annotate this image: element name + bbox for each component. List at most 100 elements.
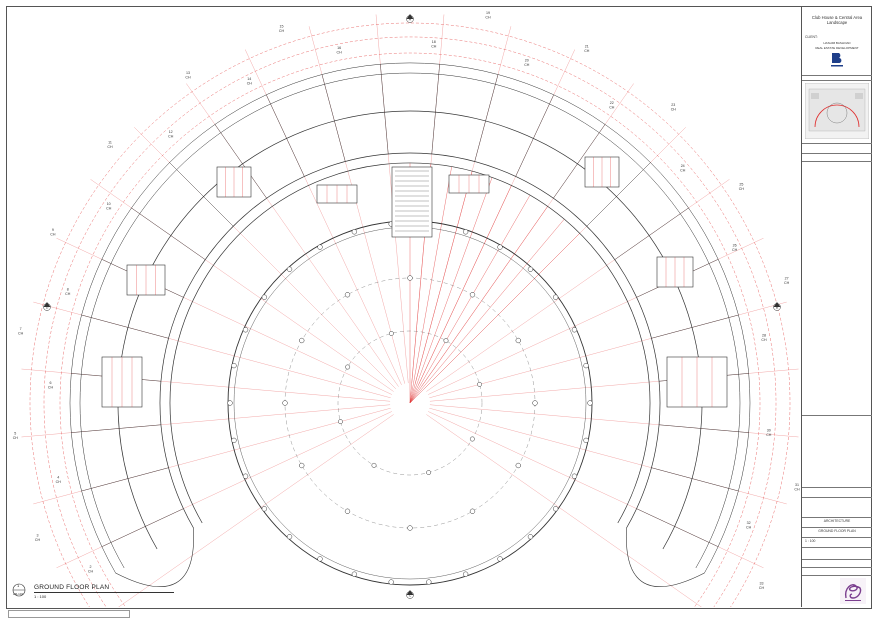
partition-wall (431, 64, 440, 154)
column-tag-sub: CH (746, 526, 752, 530)
column-tag-sub: CH (107, 145, 113, 149)
column (344, 292, 351, 298)
column-tag-sub: CH (18, 332, 24, 336)
column-tag-sub: CH (168, 135, 174, 139)
column-tag-sub: CH (106, 207, 112, 211)
column (469, 436, 475, 442)
drawing-caption: 1 AR-101 GROUND FLOOR PLAN 1 : 100 (10, 582, 174, 600)
column-tag-sub: CH (524, 63, 530, 67)
column-tag-number: 31 (795, 483, 799, 487)
column-tag-number: 21 (585, 45, 589, 49)
section-marker: C (406, 590, 414, 599)
drawing-number-bubble (12, 583, 26, 597)
column-tag-number: 24 (681, 164, 685, 168)
wing-end-right (626, 527, 705, 587)
client-company: REAL ESTATE DEVELOPMENT (815, 46, 859, 50)
column (469, 508, 476, 514)
discipline: ARCHITECTURE (823, 519, 851, 523)
column-tag-sub: CH (336, 51, 342, 55)
client-label: CLIENT: (805, 35, 818, 39)
partition-wall (266, 94, 305, 177)
column-tag-number: 9 (52, 228, 54, 232)
column (469, 292, 476, 298)
column-tag-number: 23 (671, 103, 675, 107)
column-tag: 5CH (13, 431, 19, 440)
courtyard-ring (337, 330, 483, 476)
column-tag-sub: CH (732, 248, 738, 252)
column-tag-sub: CH (739, 187, 745, 191)
dimension-line (409, 233, 580, 404)
partition-wall (659, 424, 749, 433)
column-tag-number: 12 (169, 130, 173, 134)
partition-wall (586, 162, 651, 227)
plan-geometry (21, 14, 799, 607)
dimension-line (409, 195, 531, 404)
column-tag: 8CH (65, 288, 71, 297)
grid-line (426, 414, 702, 607)
column-tag-number: 2 (90, 565, 92, 569)
section-marker-label: D (46, 305, 49, 309)
column-tag-number: 22 (610, 101, 614, 105)
section-marker-arrow (43, 302, 51, 307)
column-tag-sub: CH (794, 488, 800, 492)
column-tag-sub: CH (609, 105, 615, 109)
column-tag-number: 5 (14, 431, 16, 435)
column (286, 534, 293, 540)
column (426, 470, 432, 475)
section-marker: D (43, 302, 51, 311)
sheet-scale: 1 : 100 (805, 539, 816, 543)
section-marker: B (773, 302, 781, 311)
column (515, 337, 521, 344)
column (515, 462, 521, 469)
title-block: Club House & Central Area Landscape CLIE… (801, 7, 872, 607)
column-tag-sub: CH (680, 169, 686, 173)
column-tags: 2CH3CH4CH5CH6CH7CH8CH9CH10CH11CH12CH13CH… (13, 11, 800, 599)
dimension-line (409, 177, 493, 404)
drawing-title: GROUND FLOOR PLAN (34, 584, 110, 591)
column-tag-number: 27 (785, 276, 789, 280)
column-tag-number: 3 (37, 534, 39, 538)
column (338, 419, 343, 425)
column (344, 508, 351, 514)
column (282, 400, 288, 406)
column-tag-sub: CH (48, 385, 54, 389)
column-tag-sub: CH (431, 44, 437, 48)
column-tag-number: 13 (186, 71, 190, 75)
section-marker-arrow (406, 14, 414, 19)
outer-wall (79, 72, 741, 569)
column-tag-sub: CH (485, 15, 491, 19)
column-tag-number: 11 (108, 141, 112, 145)
wing-end-left (115, 527, 194, 587)
dimension-line (409, 171, 473, 404)
column-tag-number: 33 (760, 581, 764, 585)
partition-wall (131, 207, 206, 260)
column (371, 462, 377, 468)
section-marker-label: A (409, 17, 412, 21)
column-tag-number: 16 (337, 46, 341, 50)
stair-core (391, 166, 433, 238)
drawing-scale: 1 : 100 (34, 594, 47, 599)
column-tag-sub: CH (50, 232, 56, 236)
client-logo (831, 53, 843, 67)
column-tag: 6CH (48, 381, 54, 390)
column (532, 400, 538, 406)
column (443, 338, 449, 344)
partition-wall (101, 508, 184, 547)
wall-arc (159, 152, 661, 529)
partition-wall (380, 64, 389, 154)
column (462, 571, 469, 577)
column-tag-sub: CH (584, 49, 590, 53)
